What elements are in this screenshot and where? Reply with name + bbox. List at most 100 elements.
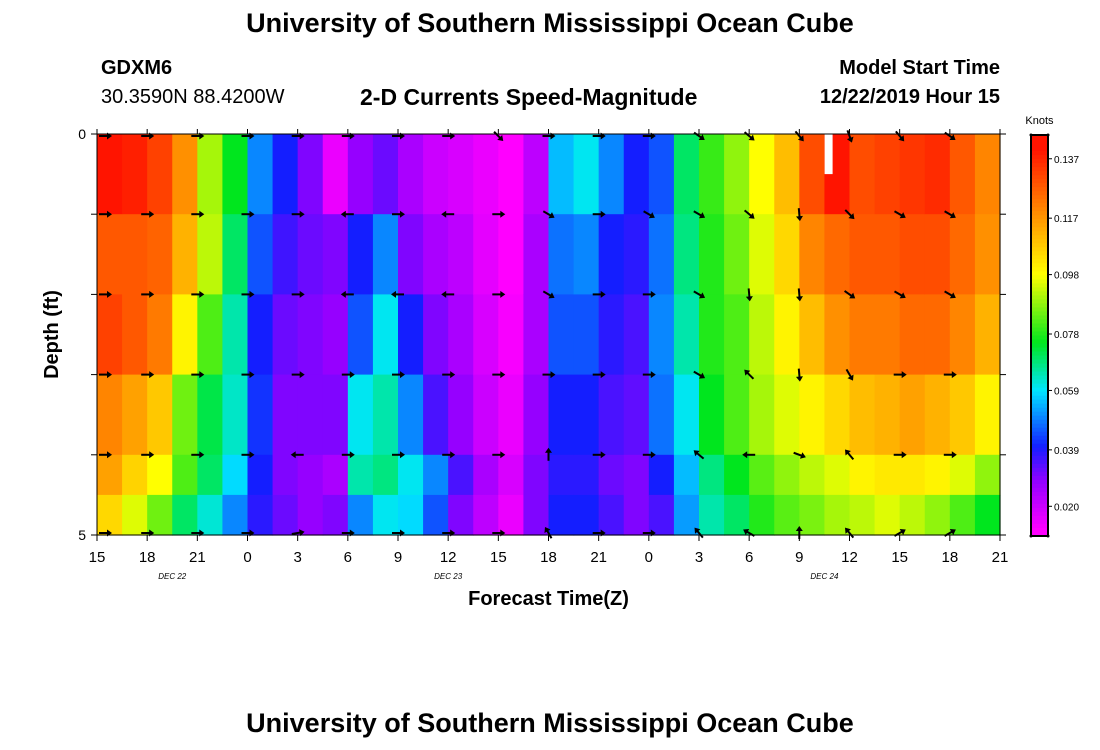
heatmap-cell xyxy=(423,494,449,536)
current-vector-arrow xyxy=(795,368,803,382)
colorbar-swatch xyxy=(1031,371,1048,377)
current-vector-arrow xyxy=(392,451,405,459)
current-vector-arrow xyxy=(592,451,606,459)
colorbar-swatch xyxy=(1031,267,1048,272)
heatmap-cell xyxy=(974,494,1001,536)
current-vector-arrow xyxy=(99,132,112,140)
heatmap-cell xyxy=(272,214,299,295)
heatmap-cell xyxy=(874,494,901,536)
colorbar-swatch xyxy=(1031,347,1048,353)
heatmap-cell xyxy=(172,494,198,536)
heatmap-cell xyxy=(122,454,148,496)
colorbar-swatch xyxy=(1031,447,1048,453)
heatmap-cell xyxy=(673,374,700,456)
colorbar-swatch xyxy=(1031,303,1048,309)
heatmap-cell xyxy=(648,374,675,456)
colorbar-swatch xyxy=(1031,451,1048,457)
heatmap-cell xyxy=(573,454,600,496)
heatmap-cell xyxy=(523,134,550,215)
heatmap-cell xyxy=(623,454,650,496)
current-vector-arrow xyxy=(291,210,305,218)
colorbar-swatch xyxy=(1031,427,1048,433)
heatmap-cell xyxy=(974,374,1001,456)
heatmap-cell xyxy=(699,214,725,295)
station-id: GDXM6 xyxy=(101,57,173,79)
heatmap-cell xyxy=(548,134,575,215)
heatmap-cell xyxy=(97,134,123,215)
heatmap-cell xyxy=(272,294,299,376)
heatmap-cell xyxy=(347,294,374,376)
colorbar-swatch xyxy=(1031,251,1048,256)
heatmap-cell xyxy=(824,294,851,376)
x-tick-label: 0 xyxy=(243,549,251,566)
current-vector-arrow xyxy=(542,371,556,379)
heatmap-cell xyxy=(398,214,424,295)
heatmap-cell xyxy=(849,454,876,496)
current-vector-arrow xyxy=(943,451,957,459)
heatmap-cell xyxy=(824,454,851,496)
x-tick-label: 3 xyxy=(695,549,703,566)
colorbar-unit-label: Knots xyxy=(1025,115,1054,127)
heatmap-cell xyxy=(774,494,800,536)
colorbar-swatch xyxy=(1031,455,1048,461)
heatmap-cell xyxy=(673,134,700,215)
current-vector-arrow xyxy=(290,451,304,459)
heatmap-cell xyxy=(97,214,123,295)
current-vector-arrow xyxy=(99,290,112,298)
current-vector-arrow xyxy=(944,210,956,219)
colorbar-swatch xyxy=(1031,243,1048,248)
current-vector-arrow xyxy=(492,371,506,379)
x-tick-label: 6 xyxy=(745,549,753,566)
colorbar-swatch xyxy=(1031,335,1048,341)
heatmap-cell xyxy=(197,454,224,496)
heatmap-cell xyxy=(724,134,750,215)
current-vector-arrow xyxy=(693,450,705,460)
colorbar-swatch xyxy=(1031,175,1048,180)
heatmap-cell xyxy=(372,294,399,376)
heatmap-cell xyxy=(799,494,826,536)
colorbar-swatch xyxy=(1031,147,1048,152)
colorbar-swatch xyxy=(1031,315,1048,321)
colorbar-swatch xyxy=(1031,443,1048,449)
heatmap-cell xyxy=(297,374,324,456)
colorbar-swatch xyxy=(1031,511,1048,517)
heatmap-cell xyxy=(473,294,499,376)
heatmap-cell xyxy=(423,214,449,295)
heatmap-cell xyxy=(724,214,750,295)
heatmap-cell xyxy=(423,454,449,496)
current-vector-arrow xyxy=(844,209,855,220)
colorbar-swatch xyxy=(1031,235,1048,240)
current-vector-arrow xyxy=(191,451,205,459)
heatmap-cell xyxy=(222,214,249,295)
heatmap-cell xyxy=(924,454,951,496)
current-vector-arrow xyxy=(291,290,305,298)
colorbar-swatch xyxy=(1031,367,1048,373)
x-tick-label: 9 xyxy=(394,549,402,566)
colorbar-swatch xyxy=(1031,483,1048,489)
y-axis-label: Depth (ft) xyxy=(41,290,63,379)
heatmap-cell xyxy=(147,134,173,215)
colorbar-swatch xyxy=(1031,215,1048,220)
heatmap-cell xyxy=(222,294,249,376)
heatmap-cell xyxy=(97,454,123,496)
current-vector-arrow xyxy=(642,132,656,140)
heatmap-cell xyxy=(473,494,499,536)
current-vector-arrow xyxy=(141,371,155,379)
heatmap-cell xyxy=(523,454,550,496)
heatmap-cell xyxy=(247,374,274,456)
heatmap-cell xyxy=(372,214,399,295)
current-vector-arrow xyxy=(944,528,956,537)
current-vector-arrow xyxy=(944,290,956,299)
heatmap-cell xyxy=(949,294,976,376)
colorbar-tick-label: 0.039 xyxy=(1054,446,1079,457)
current-vector-arrow xyxy=(542,290,555,299)
heatmap-cell xyxy=(448,494,474,536)
current-vector-arrow xyxy=(743,528,755,537)
heatmap-cell xyxy=(147,454,173,496)
current-vector-arrow xyxy=(392,529,405,537)
y-tick-label: 5 xyxy=(78,527,86,543)
heatmap-cell xyxy=(699,374,725,456)
current-vectors xyxy=(99,130,957,539)
current-vector-arrow xyxy=(241,371,255,379)
current-vector-arrow xyxy=(99,210,112,218)
